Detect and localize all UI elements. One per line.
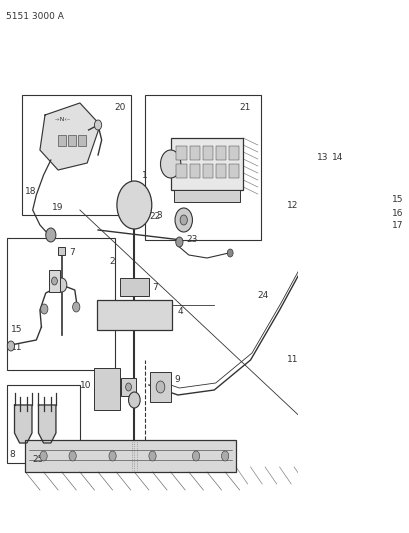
Bar	[119, 278, 148, 296]
Text: 7: 7	[152, 282, 158, 292]
Circle shape	[148, 451, 156, 461]
Bar	[49, 270, 59, 292]
Circle shape	[125, 383, 131, 391]
Bar	[170, 138, 243, 190]
Circle shape	[52, 277, 57, 285]
Circle shape	[40, 451, 47, 461]
Text: 14: 14	[331, 152, 342, 161]
Text: 6: 6	[101, 383, 107, 392]
Circle shape	[40, 304, 48, 314]
Circle shape	[227, 249, 233, 257]
Text: 12: 12	[286, 200, 297, 209]
Text: 17: 17	[391, 221, 403, 230]
Bar	[176, 164, 186, 178]
Bar	[145, 95, 261, 240]
Text: 22: 22	[148, 212, 160, 221]
Text: 15: 15	[11, 325, 22, 334]
Circle shape	[128, 392, 140, 408]
Text: 8: 8	[9, 450, 15, 459]
Circle shape	[175, 208, 192, 232]
Text: 5151 3000 A: 5151 3000 A	[6, 12, 63, 21]
Bar	[150, 372, 170, 402]
Text: 16: 16	[391, 208, 403, 217]
Text: –›N‹–: –›N‹–	[54, 117, 70, 122]
Circle shape	[192, 451, 199, 461]
Text: 9: 9	[174, 376, 180, 384]
Bar	[348, 187, 388, 242]
Circle shape	[56, 278, 67, 292]
Circle shape	[156, 381, 164, 393]
Bar	[97, 300, 172, 330]
Circle shape	[309, 203, 321, 219]
Circle shape	[72, 302, 80, 312]
Bar	[228, 146, 238, 160]
Text: 1: 1	[141, 171, 147, 180]
Bar	[215, 146, 225, 160]
Circle shape	[69, 451, 76, 461]
Bar	[189, 146, 199, 160]
Polygon shape	[14, 405, 32, 443]
Bar	[94, 368, 119, 410]
Text: 18: 18	[25, 187, 37, 196]
Polygon shape	[38, 405, 56, 443]
Bar	[121, 378, 135, 396]
Text: 5: 5	[109, 393, 115, 402]
Bar	[202, 146, 212, 160]
Bar	[22, 95, 130, 215]
Polygon shape	[40, 103, 100, 170]
Bar	[202, 164, 212, 178]
Bar	[228, 164, 238, 178]
Text: 3: 3	[156, 211, 162, 220]
Bar	[215, 164, 225, 178]
Circle shape	[7, 341, 14, 351]
Circle shape	[94, 120, 101, 130]
Circle shape	[317, 160, 325, 170]
Bar	[7, 385, 80, 463]
Text: 24: 24	[257, 290, 268, 300]
Circle shape	[46, 228, 56, 242]
Bar	[58, 135, 66, 146]
Circle shape	[117, 181, 151, 229]
Bar	[176, 146, 186, 160]
Bar	[174, 190, 239, 202]
Text: 21: 21	[239, 103, 250, 112]
Bar	[25, 440, 236, 472]
Text: 11: 11	[11, 343, 22, 352]
Text: 7: 7	[69, 248, 74, 257]
Text: 11: 11	[286, 356, 298, 365]
Text: 19: 19	[52, 203, 64, 212]
Bar	[58, 247, 65, 255]
Circle shape	[359, 203, 376, 227]
Text: 23: 23	[186, 235, 198, 244]
Circle shape	[221, 451, 228, 461]
Text: 20: 20	[115, 103, 126, 112]
Bar	[7, 238, 115, 370]
Text: 25: 25	[33, 455, 44, 464]
Text: 15: 15	[391, 196, 403, 205]
Text: 13: 13	[317, 152, 328, 161]
Bar	[189, 164, 199, 178]
Bar	[304, 200, 362, 222]
Circle shape	[160, 150, 180, 178]
Circle shape	[109, 451, 116, 461]
Text: 2: 2	[109, 257, 114, 266]
Text: 4: 4	[178, 308, 183, 317]
Bar	[78, 135, 86, 146]
Circle shape	[326, 160, 333, 170]
Text: 10: 10	[80, 381, 91, 390]
Circle shape	[175, 237, 182, 247]
Circle shape	[180, 215, 187, 225]
Polygon shape	[388, 207, 404, 235]
Bar	[68, 135, 76, 146]
